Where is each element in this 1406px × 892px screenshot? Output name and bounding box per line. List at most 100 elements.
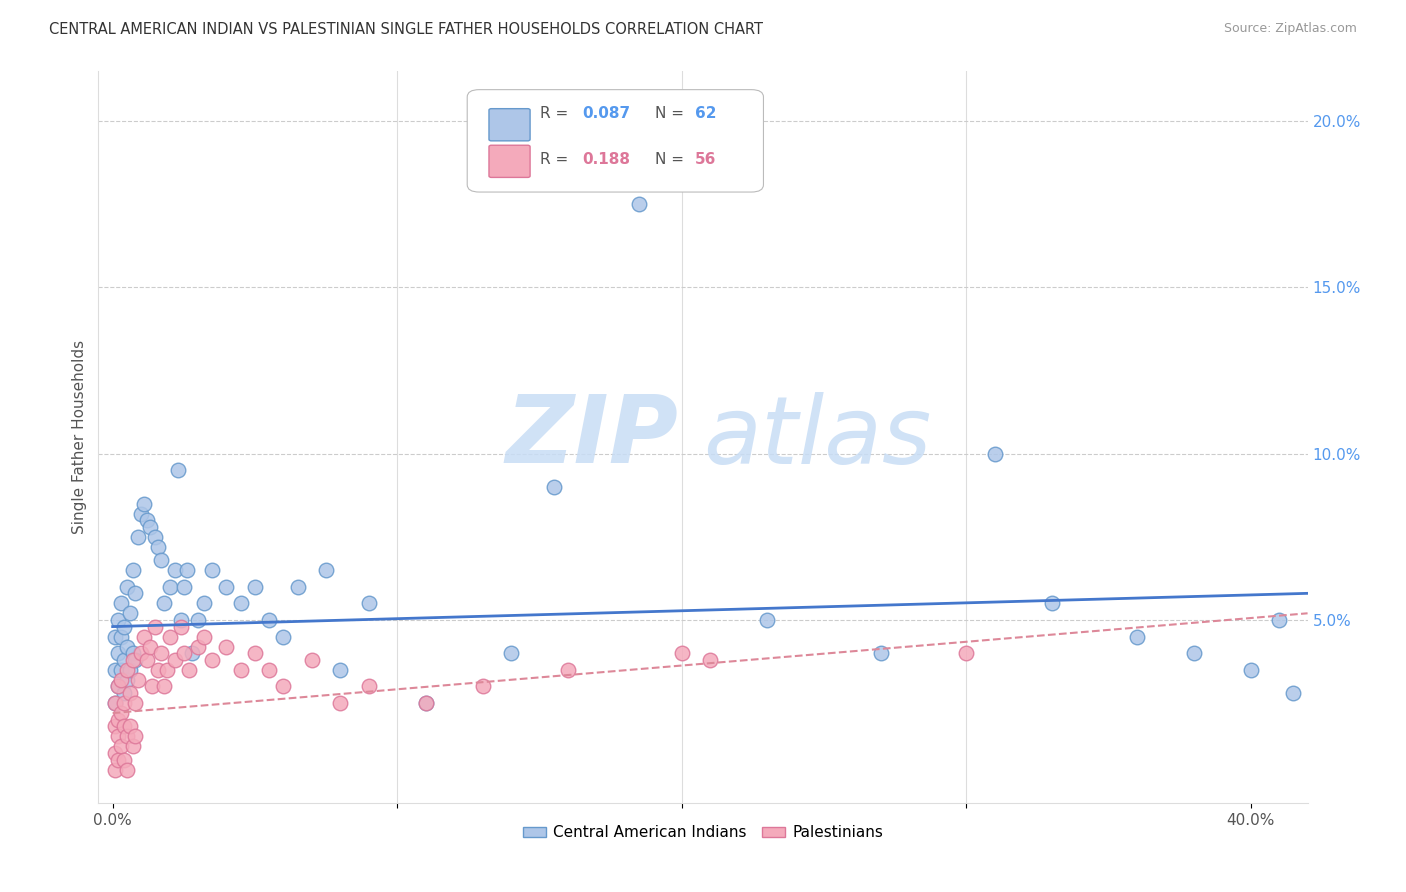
Text: N =: N = xyxy=(655,152,683,167)
Point xyxy=(110,596,132,610)
Point xyxy=(257,663,280,677)
Point xyxy=(115,673,138,687)
Text: Source: ZipAtlas.com: Source: ZipAtlas.com xyxy=(1223,22,1357,36)
Point xyxy=(129,507,152,521)
Y-axis label: Single Father Households: Single Father Households xyxy=(72,340,87,534)
Point xyxy=(141,680,163,694)
FancyBboxPatch shape xyxy=(467,90,763,192)
Point xyxy=(1126,630,1149,644)
Text: ZIP: ZIP xyxy=(506,391,679,483)
Point xyxy=(112,696,135,710)
Point xyxy=(107,646,129,660)
Point xyxy=(107,713,129,727)
Point xyxy=(129,646,152,660)
Point xyxy=(104,763,127,777)
Point xyxy=(112,653,135,667)
Point xyxy=(118,663,141,677)
Point xyxy=(215,640,238,654)
Point xyxy=(107,753,129,767)
Point xyxy=(176,563,198,577)
Point xyxy=(173,580,195,594)
Text: R =: R = xyxy=(540,152,568,167)
Point xyxy=(193,630,215,644)
Point xyxy=(756,613,779,627)
Point xyxy=(159,630,181,644)
Point xyxy=(170,619,193,633)
Point xyxy=(150,646,173,660)
Point xyxy=(118,686,141,700)
Text: 56: 56 xyxy=(695,152,716,167)
Point xyxy=(104,719,127,733)
Point xyxy=(181,646,204,660)
Point xyxy=(127,530,149,544)
Point xyxy=(201,563,224,577)
Point xyxy=(301,653,323,667)
Text: CENTRAL AMERICAN INDIAN VS PALESTINIAN SINGLE FATHER HOUSEHOLDS CORRELATION CHAR: CENTRAL AMERICAN INDIAN VS PALESTINIAN S… xyxy=(49,22,763,37)
Point xyxy=(471,680,494,694)
Point xyxy=(143,619,166,633)
Point xyxy=(329,663,352,677)
Point xyxy=(124,653,146,667)
Point xyxy=(132,497,155,511)
Point xyxy=(135,653,157,667)
Point xyxy=(315,563,337,577)
Point xyxy=(115,640,138,654)
Point xyxy=(107,613,129,627)
Point xyxy=(156,663,179,677)
Point xyxy=(165,653,187,667)
Point xyxy=(983,447,1005,461)
Point xyxy=(1240,663,1263,677)
Point xyxy=(699,653,721,667)
Point xyxy=(415,696,437,710)
Point xyxy=(415,696,437,710)
Point xyxy=(671,646,693,660)
Point xyxy=(138,520,160,534)
Point xyxy=(1282,686,1305,700)
Point xyxy=(124,586,146,600)
Point xyxy=(153,680,176,694)
Point xyxy=(104,630,127,644)
Point xyxy=(499,646,522,660)
Point xyxy=(104,746,127,760)
Point xyxy=(110,673,132,687)
Point xyxy=(243,646,266,660)
Point xyxy=(107,680,129,694)
Point xyxy=(193,596,215,610)
Point xyxy=(287,580,309,594)
Point xyxy=(1268,613,1291,627)
Point xyxy=(357,596,380,610)
Point xyxy=(104,696,127,710)
Point xyxy=(121,739,143,754)
Point xyxy=(329,696,352,710)
Text: 62: 62 xyxy=(695,105,716,120)
Point xyxy=(167,463,190,477)
Text: R =: R = xyxy=(540,105,568,120)
Point xyxy=(179,663,201,677)
Point xyxy=(110,739,132,754)
Point xyxy=(627,197,650,211)
Point xyxy=(112,753,135,767)
Point xyxy=(1182,646,1205,660)
Point xyxy=(124,729,146,743)
Point xyxy=(170,613,193,627)
Point xyxy=(107,680,129,694)
Point xyxy=(955,646,977,660)
Point xyxy=(121,646,143,660)
Point xyxy=(273,680,295,694)
Point xyxy=(229,663,252,677)
Point xyxy=(115,763,138,777)
Point xyxy=(107,729,129,743)
Point xyxy=(153,596,176,610)
Point xyxy=(127,673,149,687)
Point xyxy=(215,580,238,594)
Point xyxy=(159,580,181,594)
FancyBboxPatch shape xyxy=(489,109,530,141)
Point xyxy=(112,686,135,700)
Text: atlas: atlas xyxy=(703,392,931,483)
Text: N =: N = xyxy=(655,105,683,120)
Point xyxy=(110,706,132,720)
Point xyxy=(132,630,155,644)
Point xyxy=(243,580,266,594)
Point xyxy=(110,630,132,644)
Point xyxy=(135,513,157,527)
